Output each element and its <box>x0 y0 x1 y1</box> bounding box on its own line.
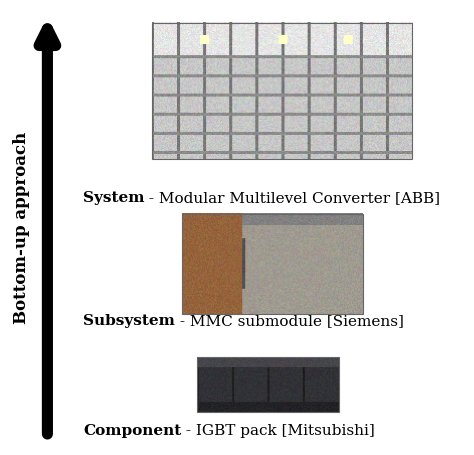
Text: Subsystem: Subsystem <box>83 314 175 329</box>
Text: Bottom-up approach: Bottom-up approach <box>13 131 30 324</box>
Bar <box>182 214 363 314</box>
Text: Component: Component <box>83 424 181 438</box>
Text: - Modular Multilevel Converter [ABB]: - Modular Multilevel Converter [ABB] <box>145 192 440 206</box>
Text: - IGBT pack [Mitsubishi]: - IGBT pack [Mitsubishi] <box>181 424 375 438</box>
Text: System: System <box>83 192 145 206</box>
Text: - MMC submodule [Siemens]: - MMC submodule [Siemens] <box>175 314 404 329</box>
Bar <box>197 357 339 412</box>
Bar <box>152 23 412 159</box>
